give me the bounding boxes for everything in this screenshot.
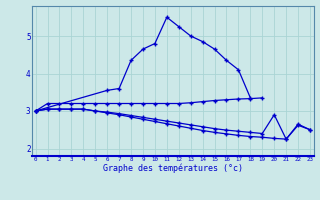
X-axis label: Graphe des températures (°c): Graphe des températures (°c) — [103, 164, 243, 173]
